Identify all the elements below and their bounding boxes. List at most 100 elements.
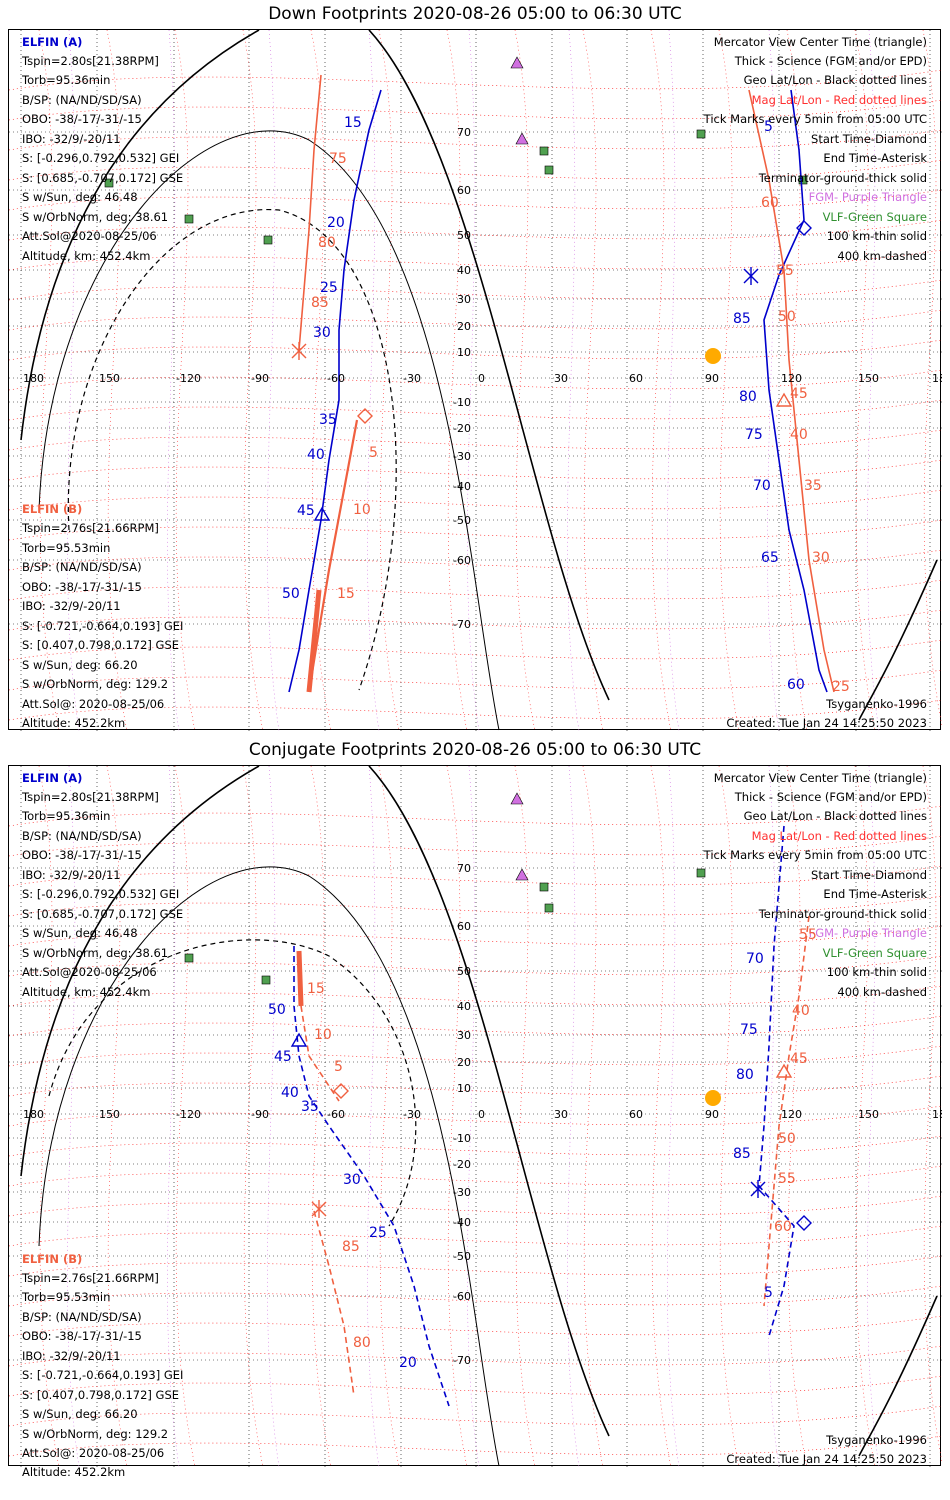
legend-terminator: Terminator-ground-thick solid (758, 907, 927, 921)
lat-tick-label: -30 (453, 1186, 471, 1199)
legend-geo: Geo Lat/Lon - Black dotted lines (743, 73, 927, 87)
legend-ticks: Tick Marks every 5min from 05:00 UTC (703, 848, 927, 862)
legend-end: End Time-Asterisk (823, 887, 927, 901)
elfin-b-line: S: [-0.721,-0.664,0.193] GEI (22, 1368, 184, 1382)
tick-label: 75 (745, 427, 763, 443)
tick-label: 85 (311, 295, 329, 311)
tick-label: 40 (790, 427, 808, 443)
tick-label: 40 (307, 447, 325, 463)
legend-vlf: VLF-Green Square (822, 946, 927, 960)
tick-label: 35 (319, 412, 337, 428)
tick-label: 25 (320, 280, 338, 296)
elfin-a-line: Torb=95.36min (22, 809, 111, 823)
elfin-b-line: Torb=95.53min (22, 541, 111, 555)
lat-tick-label: 50 (457, 965, 471, 978)
legend-view: Mercator View Center Time (triangle) (713, 35, 927, 49)
elfin-a-line: Torb=95.36min (22, 73, 111, 87)
tick-label: 30 (313, 325, 331, 341)
fgm-triangle-icon (510, 792, 524, 805)
elfin-b-line: Altitude: 452.2km (22, 716, 126, 730)
lon-tick-label: 180 (23, 372, 44, 385)
created-label: Created: Tue Jan 24 14:25:50 2023 (726, 1452, 927, 1466)
lon-tick-label: 60 (629, 372, 643, 385)
elfin-a-line: Att.Sol@2020-08-25/06 (22, 229, 157, 243)
vlf-square-icon (544, 165, 554, 175)
panel2-title: Conjugate Footprints 2020-08-26 05:00 to… (248, 740, 702, 760)
elfin-b-line: B/SP: (NA/ND/SD/SA) (22, 560, 142, 574)
lat-tick-label: -10 (453, 1132, 471, 1145)
lon-tick-label: 90 (705, 372, 719, 385)
vlf-square-icon (696, 129, 706, 139)
tick-label: 15 (344, 115, 362, 131)
model-label: Tsyganenko-1996 (826, 1433, 927, 1447)
panel1-title: Down Footprints 2020-08-26 05:00 to 06:3… (268, 4, 682, 24)
vlf-square-icon (696, 868, 706, 878)
elfin-b-line: IBO: -32/9/-20/11 (22, 1349, 121, 1363)
tick-label: 65 (761, 550, 779, 566)
tick-label: 45 (790, 1051, 808, 1067)
elfin-b-line: Att.Sol@: 2020-08-25/06 (22, 1446, 165, 1460)
tick-label: 40 (281, 1085, 299, 1101)
lon-tick-label: 180 (932, 1108, 942, 1121)
elfin-b-line: S w/Sun, deg: 66.20 (22, 658, 138, 672)
legend-mag: Mag Lat/Lon - Red dotted lines (751, 93, 927, 107)
legend-terminator: Terminator-ground-thick solid (758, 171, 927, 185)
model-label: Tsyganenko-1996 (826, 697, 927, 711)
elfin-b-line: S w/Sun, deg: 66.20 (22, 1407, 138, 1421)
lat-tick-label: 10 (457, 346, 471, 359)
legend-400km: 400 km-dashed (837, 249, 927, 263)
lat-tick-label: 50 (457, 229, 471, 242)
lat-tick-label: 40 (457, 1000, 471, 1013)
elfin-a-line: Altitude, km: 452.4km (22, 249, 151, 263)
tick-label: 75 (740, 1022, 758, 1038)
elfin-a-header: ELFIN (A) (22, 35, 83, 49)
tick-label: 20 (399, 1355, 417, 1371)
tick-label: 15 (307, 981, 325, 997)
elfin-a-line: Att.Sol@2020-08-25/06 (22, 965, 157, 979)
lat-tick-label: -50 (453, 514, 471, 527)
legend-start: Start Time-Diamond (811, 132, 927, 146)
lon-tick-label: -60 (327, 372, 345, 385)
elfin-a-line: Altitude, km: 452.4km (22, 985, 151, 999)
panel1-map: 180 150 -120 -90 -60 -30 0 30 60 90 120 150 180 70 60 5… (8, 29, 942, 731)
tick-label: 35 (301, 1099, 319, 1115)
fgm-triangle-icon (515, 132, 529, 145)
vlf-square-icon (263, 235, 273, 245)
panel2-map: 180 150 -120 -90 -60 -30 0 30 60 90 120 150 180 70 60 5… (8, 765, 942, 1479)
legend-fgm: FGM- Purple Triangle (808, 926, 927, 940)
elfin-b-line: S: [-0.721,-0.664,0.193] GEI (22, 619, 184, 633)
tick-label: 40 (792, 1003, 810, 1019)
tick-label: 10 (314, 1027, 332, 1043)
vlf-square-icon (544, 903, 554, 913)
vlf-square-icon (539, 146, 549, 156)
vlf-square-icon (184, 214, 194, 224)
tick-label: 80 (739, 389, 757, 405)
tick-label: 80 (736, 1067, 754, 1083)
lon-tick-label: 180 (23, 1108, 44, 1121)
vlf-square-icon (104, 178, 114, 188)
elfin-b-line: IBO: -32/9/-20/11 (22, 599, 121, 613)
tick-label: 30 (812, 550, 830, 566)
tick-label: 5 (764, 119, 773, 135)
tick-label: 45 (790, 386, 808, 402)
elfin-b-line: Torb=95.53min (22, 1290, 111, 1304)
legend-fgm: FGM- Purple Triangle (808, 190, 927, 204)
tick-label: 25 (832, 679, 850, 695)
lon-tick-label: -60 (327, 1108, 345, 1121)
tick-label: 50 (778, 1131, 796, 1147)
tick-label: 30 (343, 1172, 361, 1188)
sun-icon (705, 348, 721, 364)
lon-tick-label: 90 (705, 1108, 719, 1121)
elfin-a-line: S w/Sun, deg: 46.48 (22, 926, 138, 940)
lat-tick-label: 70 (457, 126, 471, 139)
lat-tick-label: -70 (453, 1354, 471, 1367)
elfin-a-line: Tspin=2.80s[21.38RPM] (22, 790, 159, 804)
tick-label: 55 (799, 927, 817, 943)
lon-tick-label: 30 (554, 1108, 568, 1121)
tick-label: 5 (764, 1285, 773, 1301)
tick-label: 80 (318, 235, 336, 251)
legend-100km: 100 km-thin solid (826, 229, 927, 243)
tick-label: 75 (329, 151, 347, 167)
elfin-b-line: OBO: -38/-17/-31/-15 (22, 1329, 142, 1343)
tick-label: 45 (274, 1049, 292, 1065)
